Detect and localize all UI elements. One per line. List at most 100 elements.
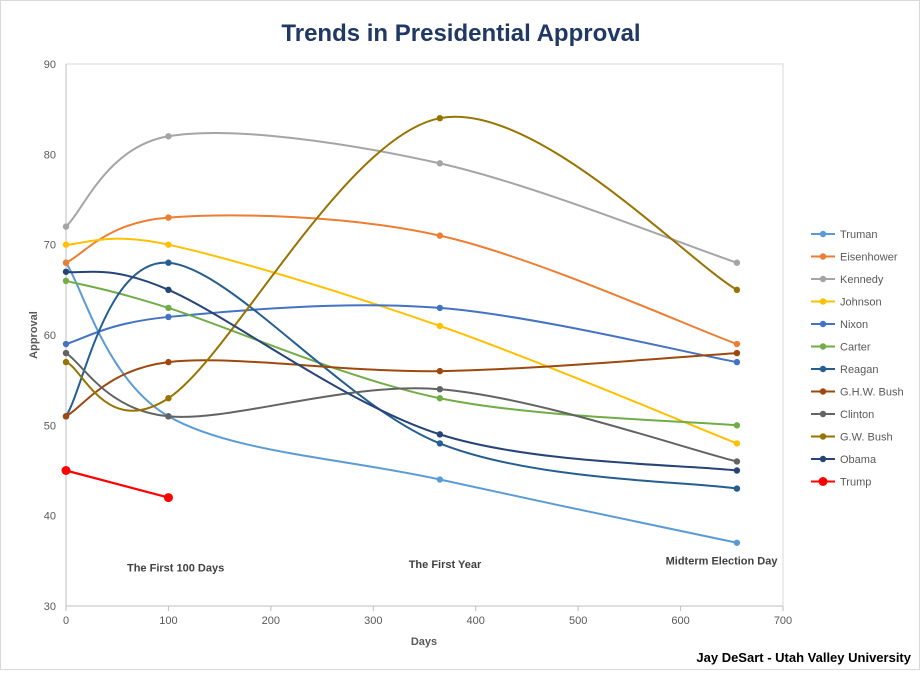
data-point [62,268,70,275]
series-g-h-w-bush [62,349,741,420]
data-point [163,493,173,503]
series-line [65,469,169,499]
legend-marker [819,433,827,440]
data-point [165,133,172,140]
y-tick-label: 90 [44,59,56,71]
data-point [62,340,70,348]
data-point [733,467,741,474]
series-line [65,352,738,463]
series-line [65,304,738,364]
y-tick-label: 80 [44,149,56,161]
series-line [65,214,738,345]
data-point [733,358,741,366]
data-point [62,223,70,230]
data-point [436,304,444,312]
data-point [733,440,741,447]
series-nixon [62,304,741,366]
series-line [65,352,737,418]
series-line [65,261,738,490]
legend-label: Truman [840,229,878,241]
annotation: The First Year [409,559,482,571]
data-point [733,286,741,294]
legend-label: Kennedy [840,274,884,286]
data-point [165,259,172,266]
data-point [165,313,172,321]
x-tick-label: 700 [774,615,792,627]
series-johnson [62,237,741,447]
data-point [165,214,172,221]
data-point [436,232,444,239]
y-tick-label: 50 [44,420,56,432]
data-point [165,286,172,294]
legend-marker [819,298,827,305]
legend-label: Johnson [840,297,882,309]
data-point [436,395,444,402]
data-point [436,322,444,330]
data-point [436,386,444,393]
data-point [62,277,70,284]
legend-entry: G.H.W. Bush [811,387,904,399]
series-reagan [62,259,741,492]
legend-label: Trump [840,477,871,489]
legend-marker [819,343,827,350]
legend-label: Obama [840,454,877,466]
legend-entry: Kennedy [811,274,884,286]
series-kennedy [62,132,741,266]
legend-entry: Johnson [811,297,882,309]
legend-marker [819,455,827,463]
x-tick-label: 600 [671,615,689,627]
annotation: The First 100 Days [127,563,224,575]
series-line [65,132,738,264]
plot-area [65,63,784,607]
series-carter [62,277,741,429]
chart-title: Trends in Presidential Approval [281,20,640,47]
legend-marker [818,477,828,486]
series-g-w-bush [62,115,741,412]
data-point [165,413,172,420]
footer-credit: Jay DeSart - Utah Valley University [696,650,911,665]
series-eisenhower [62,214,741,348]
data-point [62,349,70,357]
y-tick-label: 70 [44,240,56,252]
legend-marker [819,230,827,238]
data-point [61,466,71,475]
legend-entry: Trump [811,477,871,489]
data-point [436,440,444,447]
series-line [65,115,738,412]
data-point [733,349,741,357]
data-point [165,304,172,312]
data-point [165,358,172,366]
legend-entry: Carter [811,342,871,354]
data-point [62,241,70,248]
legend-label: Eisenhower [840,252,898,264]
series-line [65,262,738,544]
data-point [733,539,741,546]
x-tick-label: 100 [159,615,177,627]
series-line [65,279,737,427]
data-point [165,241,172,248]
data-point [733,259,741,266]
legend-label: Clinton [840,409,874,421]
legend-label: Carter [840,342,871,354]
data-point [436,476,444,483]
legend-entry: G.W. Bush [811,432,893,444]
legend-marker [819,253,827,260]
y-tick-label: 30 [44,601,56,613]
data-point [733,422,741,429]
data-point [62,358,70,366]
y-axis-label: Approval [28,311,40,359]
y-tick-label: 40 [44,511,56,523]
series-trump [61,466,173,503]
x-tick-label: 200 [262,615,280,627]
legend-entry: Nixon [811,319,868,331]
legend-marker [819,410,827,418]
legend-label: Reagan [840,364,879,376]
legend-label: G.W. Bush [840,432,893,444]
legend-entry: Reagan [811,364,879,376]
legend-label: G.H.W. Bush [840,387,904,399]
series-obama [62,268,741,474]
legend-marker [819,320,827,328]
series-clinton [62,349,741,465]
data-point [436,431,444,438]
